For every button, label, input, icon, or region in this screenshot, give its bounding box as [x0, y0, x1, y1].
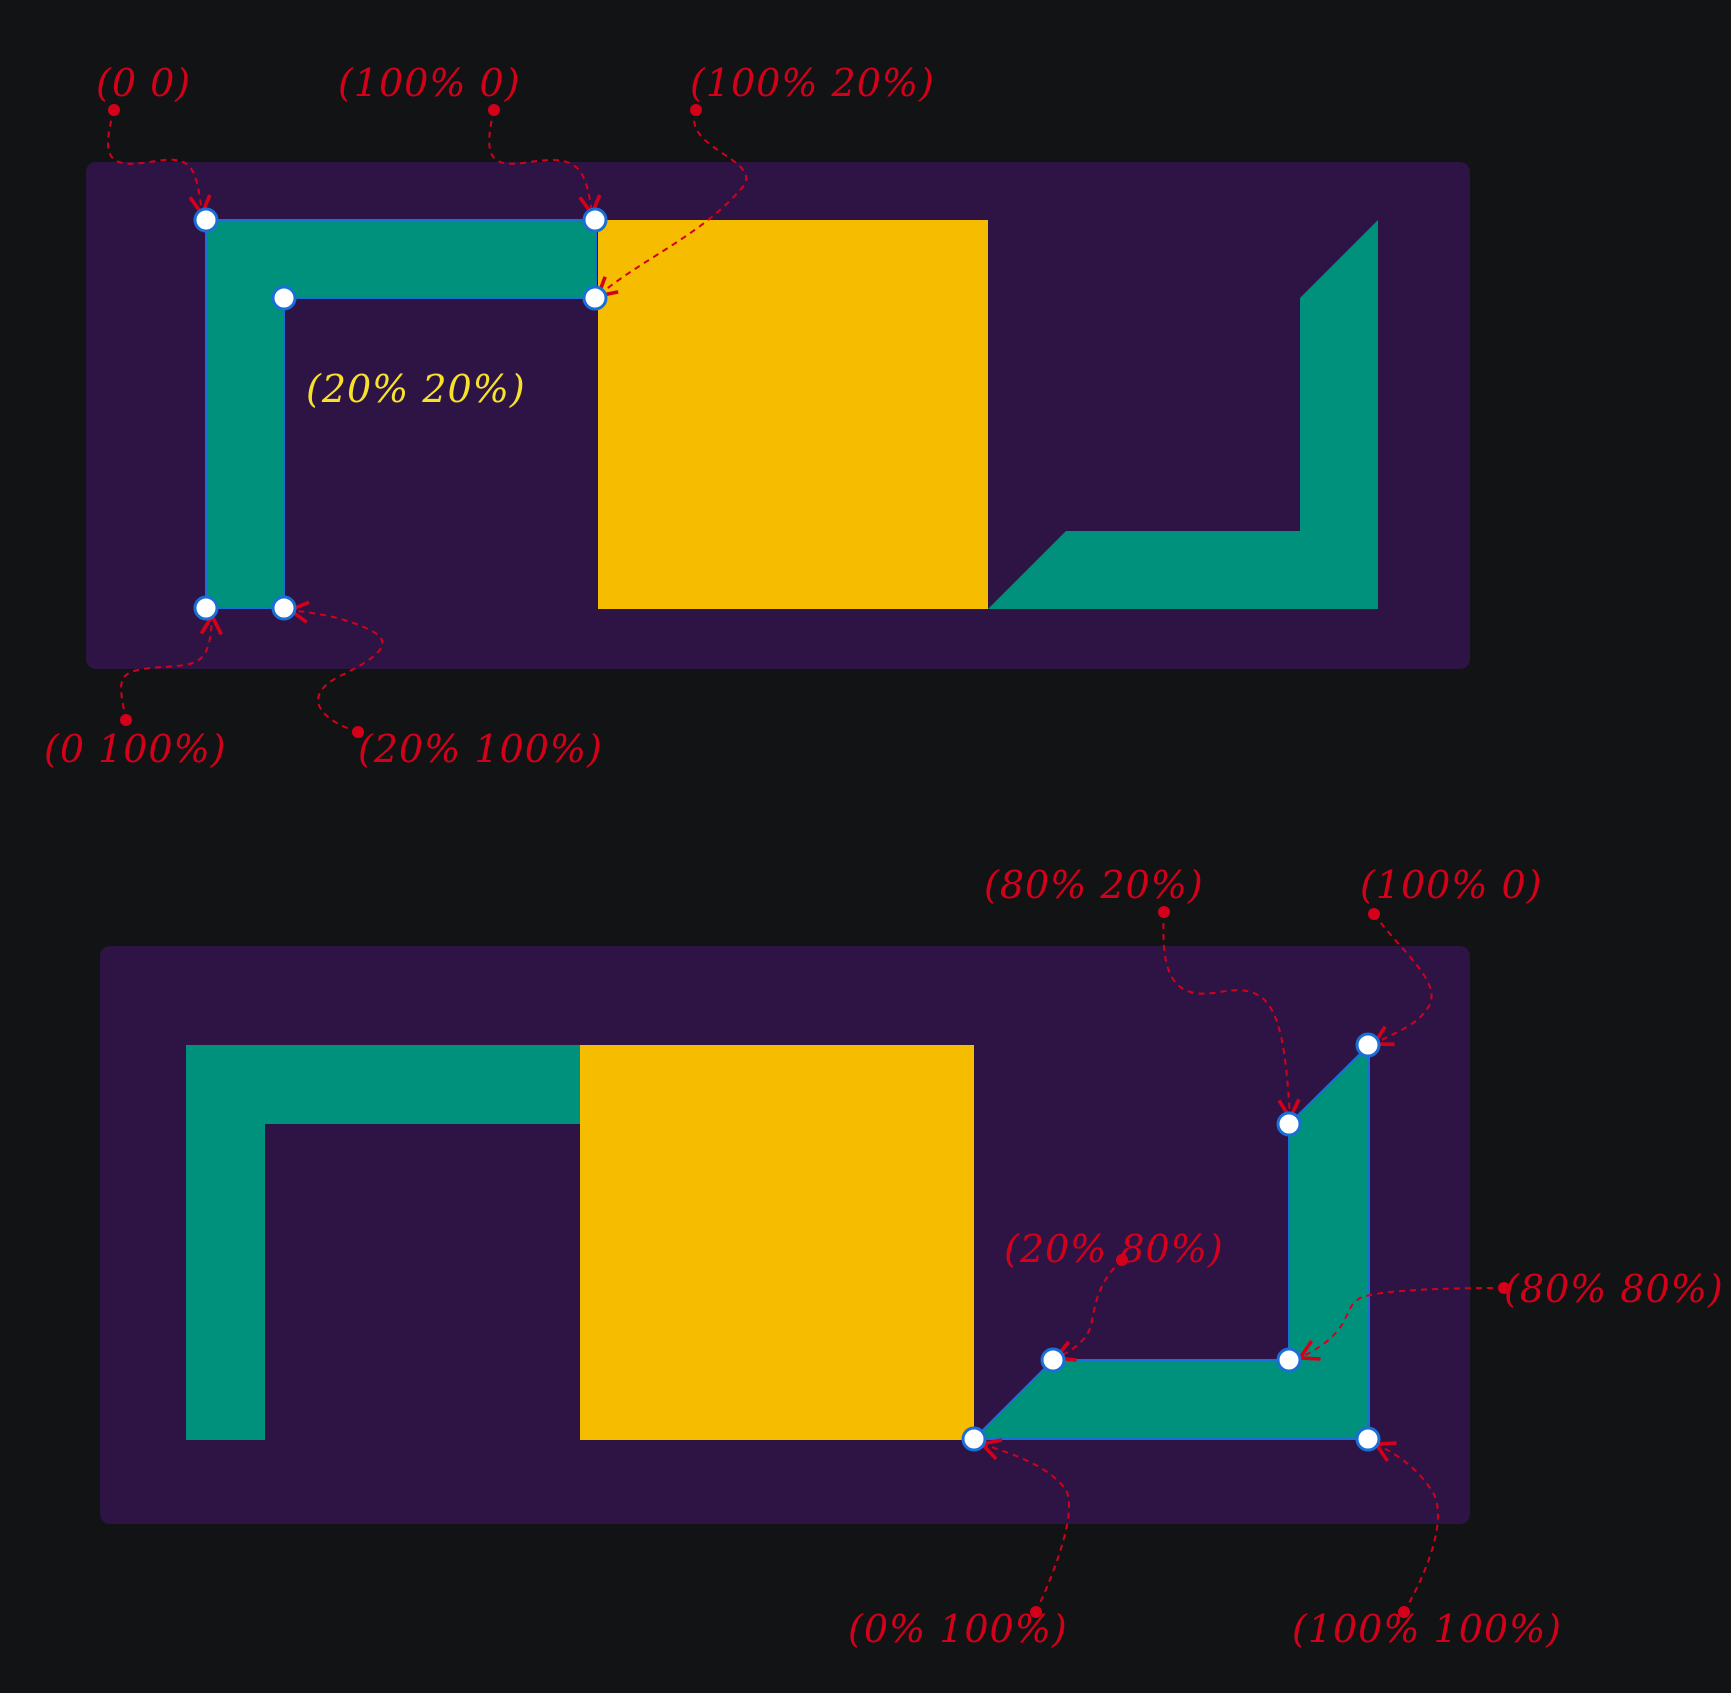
top-reflected-shape: [988, 220, 1378, 609]
handle-top-left[interactable]: [193, 207, 219, 233]
handle-b-inner-left[interactable]: [1040, 1347, 1066, 1373]
bottom-annotation-dots: [1030, 906, 1510, 1618]
handle-b-bottom-left[interactable]: [961, 1426, 987, 1452]
label-b-bottom-right: (100% 100%): [1292, 1607, 1562, 1651]
top-yellow-square: [598, 220, 988, 609]
label-b-inner-corner: (80% 80%): [1504, 1267, 1724, 1311]
label-b-inner-left: (20% 80%): [1004, 1227, 1224, 1271]
bottom-annotation-arrows: [978, 911, 1505, 1613]
handle-inner-right[interactable]: [582, 285, 608, 311]
label-b-bottom-left: (0% 100%): [848, 1607, 1068, 1651]
label-top-left: (0 0): [96, 61, 191, 105]
handle-inner-corner[interactable]: [271, 285, 297, 311]
label-b-top-right: (100% 0): [1360, 863, 1543, 907]
label-inner-corner: (20% 20%): [306, 367, 526, 411]
label-inner-right: (100% 20%): [690, 61, 935, 105]
top-annotation-dots: [108, 104, 702, 738]
bottom-yellow-square: [580, 1045, 974, 1440]
bottom-handles[interactable]: [961, 1032, 1381, 1452]
handle-b-inner-corner[interactable]: [1276, 1347, 1302, 1373]
handle-top-right[interactable]: [582, 207, 608, 233]
label-bottom-left: (0 100%): [44, 727, 227, 771]
handle-b-inner-top[interactable]: [1276, 1111, 1302, 1137]
top-annotation-arrows: [107, 109, 748, 733]
top-handles[interactable]: [193, 207, 608, 621]
label-top-right: (100% 0): [338, 61, 521, 105]
bottom-l-shape: [186, 1045, 580, 1440]
handle-bottom-inner[interactable]: [271, 595, 297, 621]
label-b-inner-top: (80% 20%): [984, 863, 1204, 907]
label-bottom-inner: (20% 100%): [358, 727, 603, 771]
handle-bottom-left[interactable]: [193, 595, 219, 621]
handle-b-bottom-right[interactable]: [1355, 1426, 1381, 1452]
handle-b-top-right[interactable]: [1355, 1032, 1381, 1058]
